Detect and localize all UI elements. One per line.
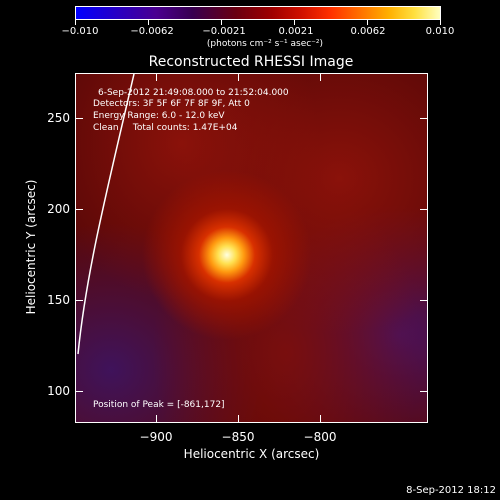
y-tick-right bbox=[420, 300, 428, 301]
colorbar-label: 0.0021 bbox=[278, 26, 314, 37]
colorbar-label: 0.010 bbox=[425, 26, 455, 37]
plot-title: Reconstructed RHESSI Image bbox=[148, 54, 354, 70]
info-detectors: Detectors: 3F 5F 6F 7F 8F 9F, Att 0 bbox=[93, 99, 250, 109]
limb-curve bbox=[77, 74, 135, 355]
info-energy: Energy Range: 6.0 - 12.0 keV bbox=[93, 111, 225, 121]
x-tick bbox=[238, 415, 239, 423]
x-axis-title: Heliocentric X (arcsec) bbox=[183, 447, 320, 461]
y-tick-label: 250 bbox=[47, 111, 70, 125]
colorbar-label: −0.0062 bbox=[130, 26, 174, 37]
colorbar-tick bbox=[148, 20, 149, 25]
y-tick bbox=[75, 209, 83, 210]
x-tick-label: −850 bbox=[221, 430, 255, 444]
y-tick-label: 200 bbox=[47, 202, 70, 216]
y-tick-label: 150 bbox=[47, 293, 70, 307]
colorbar-label: −0.0021 bbox=[202, 26, 246, 37]
x-tick bbox=[320, 415, 321, 423]
colorbar-label: 0.0062 bbox=[350, 26, 386, 37]
colorbar-tick bbox=[75, 20, 76, 25]
colorbar-label: −0.010 bbox=[61, 26, 99, 37]
x-tick-top bbox=[156, 73, 157, 81]
y-tick-right bbox=[420, 209, 428, 210]
info-time: 6-Sep-2012 21:49:08.000 to 21:52:04.000 bbox=[98, 88, 289, 98]
y-tick bbox=[75, 118, 83, 119]
info-peak: Position of Peak = [-861,172] bbox=[93, 400, 225, 410]
y-axis-title: Heliocentric Y (arcsec) bbox=[24, 179, 38, 315]
colorbar bbox=[75, 6, 441, 20]
image-plot bbox=[75, 73, 428, 423]
colorbar-tick bbox=[440, 20, 441, 25]
colorbar-units: (photons cm⁻² s⁻¹ asec⁻²) bbox=[206, 39, 324, 49]
x-tick-label: −800 bbox=[303, 430, 337, 444]
y-tick-label: 100 bbox=[47, 384, 70, 398]
x-tick-label: −900 bbox=[139, 430, 173, 444]
info-clean: Clean Total counts: 1.47E+04 bbox=[93, 123, 238, 133]
y-tick bbox=[75, 391, 83, 392]
y-tick-right bbox=[420, 118, 428, 119]
footer-date: 8-Sep-2012 18:12 bbox=[406, 485, 496, 496]
x-tick-top bbox=[238, 73, 239, 81]
colorbar-tick bbox=[221, 20, 222, 25]
y-tick-right bbox=[420, 391, 428, 392]
colorbar-tick bbox=[294, 20, 295, 25]
x-tick-top bbox=[320, 73, 321, 81]
colorbar-tick bbox=[367, 20, 368, 25]
y-tick bbox=[75, 300, 83, 301]
x-tick bbox=[156, 415, 157, 423]
